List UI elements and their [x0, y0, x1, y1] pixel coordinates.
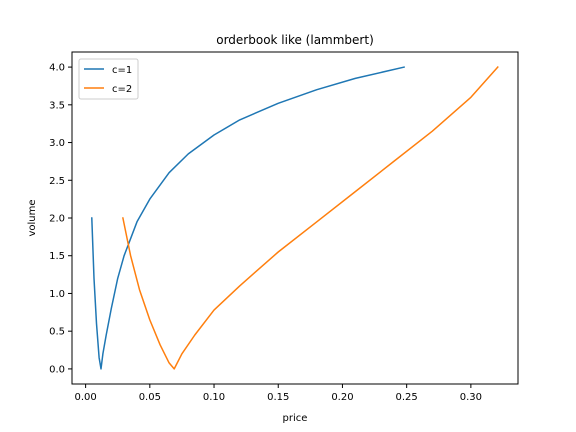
- x-tick-label: 0.20: [331, 392, 353, 403]
- series-line-c2: [122, 66, 499, 370]
- x-tick-label: 0.00: [74, 392, 96, 403]
- plot-area: [71, 51, 519, 385]
- legend-label-c1: c=1: [112, 65, 132, 76]
- y-tick-label: 1.5: [49, 251, 65, 262]
- x-tick-label: 0.05: [139, 392, 161, 403]
- y-tick-label: 2.5: [49, 176, 65, 187]
- x-tick-label: 0.30: [460, 392, 482, 403]
- x-tick-label: 0.10: [203, 392, 225, 403]
- x-tick-label: 0.25: [396, 392, 418, 403]
- y-tick-label: 1.0: [49, 289, 65, 300]
- chart-title: orderbook like (lammbert): [216, 33, 374, 47]
- y-tick-label: 3.5: [49, 100, 65, 111]
- x-tick-label: 0.15: [267, 392, 289, 403]
- y-tick-label: 0.5: [49, 327, 65, 338]
- y-tick-label: 2.0: [49, 214, 65, 225]
- y-tick-label: 4.0: [49, 63, 65, 74]
- series-line-c1: [91, 66, 405, 370]
- y-tick-label: 0.0: [49, 364, 65, 375]
- y-tick-label: 3.0: [49, 138, 65, 149]
- y-axis-label: volume: [27, 199, 38, 236]
- legend: c=1 c=2: [78, 58, 139, 100]
- y-axis-ticks: 0.0 0.5 1.0 1.5 2.0 2.5 3.0 3.5 4.0: [49, 63, 72, 375]
- legend-label-c2: c=2: [112, 84, 132, 95]
- x-axis-label: price: [283, 413, 308, 424]
- axes-background: [72, 52, 518, 384]
- x-axis-ticks: 0.00 0.05 0.10 0.15 0.20 0.25 0.30: [74, 384, 482, 403]
- series-layer: [91, 66, 499, 370]
